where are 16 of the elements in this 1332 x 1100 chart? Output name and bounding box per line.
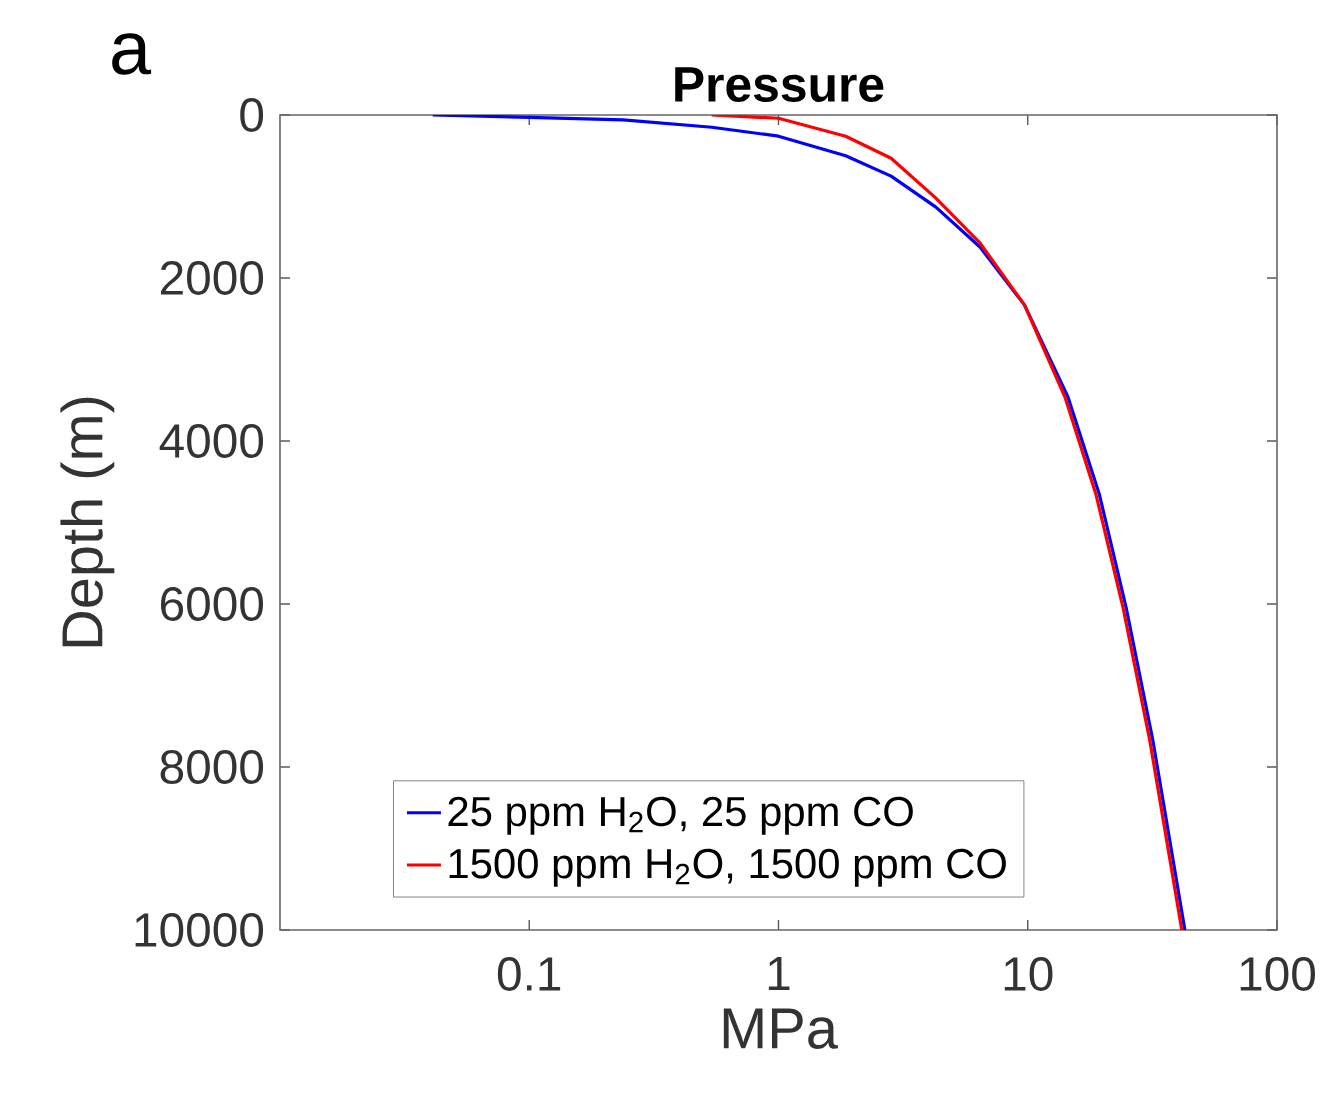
text: a	[112, 33, 152, 75]
chart-title: Pressure	[675, 67, 884, 102]
x-axis-title: MPa	[723, 1008, 838, 1049]
y-tick-label: 2000	[160, 261, 264, 295]
y-axis-title: Depth (m)	[60, 397, 115, 647]
x-tick-label: 0.1	[497, 957, 561, 991]
y-tick-label: 8000	[160, 750, 264, 784]
y-tick-label: 6000	[161, 587, 264, 621]
y-tick-label: 4000	[159, 424, 264, 458]
x-tick-label: 10	[1004, 957, 1053, 991]
y-tick-label: 0	[240, 98, 264, 132]
legend-label: 25 ppm H$_{2}$O, 25 ppm CO	[448, 796, 913, 835]
x-tick-label: 1	[768, 957, 790, 990]
legend-label: 1500 ppm H$_{2}$O, 1500 ppm CO	[449, 848, 1006, 887]
x-tick-label: 100	[1240, 957, 1315, 991]
y-tick-label: 10000	[135, 913, 264, 947]
